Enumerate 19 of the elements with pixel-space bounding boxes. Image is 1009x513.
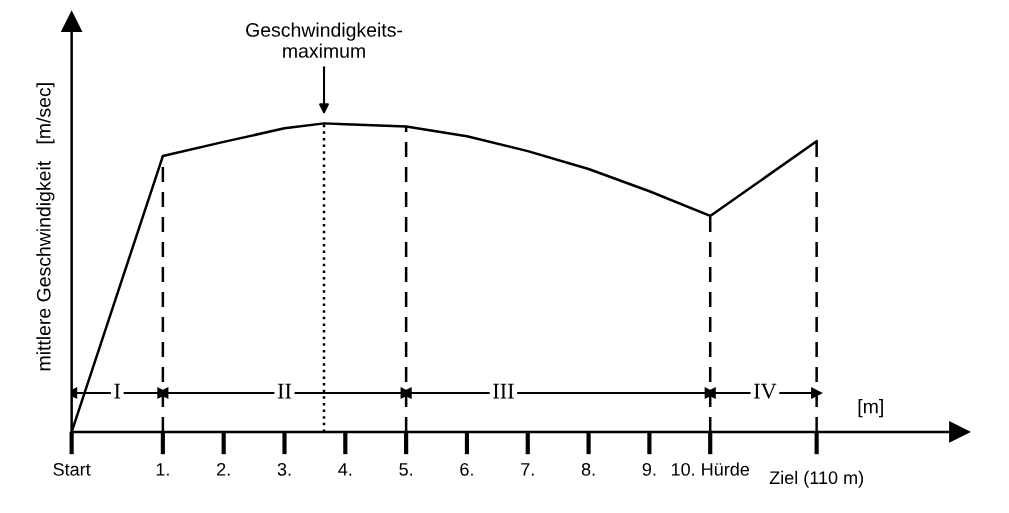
ref-line-label: Geschwindigkeits- maximum	[246, 22, 403, 58]
x-tick-label: 10. Hürde	[671, 462, 750, 476]
x-tick-label: 7.	[521, 463, 534, 476]
x-tick-label: 4.	[338, 463, 352, 476]
annotation: II	[277, 383, 292, 399]
x-axis-title: [m]	[858, 399, 883, 418]
x-tick-label: 9.	[642, 462, 656, 476]
x-tick-label: 2.	[217, 462, 230, 476]
x-tick-label: 6.	[460, 462, 473, 476]
annotation: III	[493, 383, 514, 399]
text: Ziel (110 m)	[769, 470, 864, 488]
x-tick-label: 5.	[399, 463, 413, 476]
x-tick-label: 8.	[581, 462, 595, 476]
x-tick-label: 3.	[277, 462, 291, 476]
annotation: IV	[754, 383, 777, 399]
x-tick-label: 1.	[156, 463, 169, 476]
y-axis-title: mittlere Geschwindigkeit [m/sec]	[36, 83, 55, 371]
annotation: I	[114, 383, 121, 399]
x-tick-label: Start	[53, 462, 91, 476]
